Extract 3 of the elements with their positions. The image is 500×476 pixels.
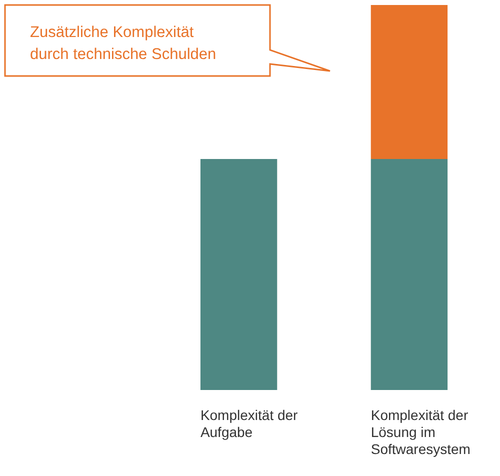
x-tick-label: Komplexität der Lösung im Softwaresystem: [370, 407, 470, 457]
text: Zusätzliche Komplexität durch technische Schulden: [30, 24, 216, 63]
x-tick-label: Komplexität der Aufgabe: [200, 407, 298, 440]
